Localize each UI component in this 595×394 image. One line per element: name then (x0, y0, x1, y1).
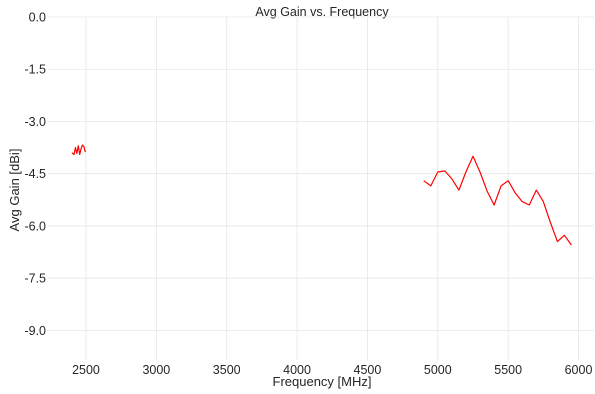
y-tick-label: -9.0 (24, 324, 46, 338)
x-tick-label: 4000 (283, 363, 311, 377)
chart-title: Avg Gain vs. Frequency (255, 5, 389, 19)
x-tick-label: 3500 (213, 363, 241, 377)
y-tick-label: -1.5 (24, 63, 46, 77)
x-tick-label: 4500 (354, 363, 382, 377)
y-tick-label: -3.0 (24, 115, 46, 129)
x-axis-title: Frequency [MHz] (273, 374, 372, 389)
x-tick-label: 3000 (142, 363, 170, 377)
y-tick-label: -7.5 (24, 272, 46, 286)
x-tick-label: 5500 (494, 363, 522, 377)
gain-series-line (423, 155, 572, 246)
x-tick-label: 5000 (424, 363, 452, 377)
x-tick-label: 6000 (565, 363, 593, 377)
y-axis-title: Avg Gain [dBi] (7, 149, 22, 232)
x-tick-label: 2500 (72, 363, 100, 377)
y-tick-label: -6.0 (24, 219, 46, 233)
gain-series-line (71, 144, 86, 156)
y-tick-label: -4.5 (24, 167, 46, 181)
y-tick-label: 0.0 (29, 11, 46, 25)
